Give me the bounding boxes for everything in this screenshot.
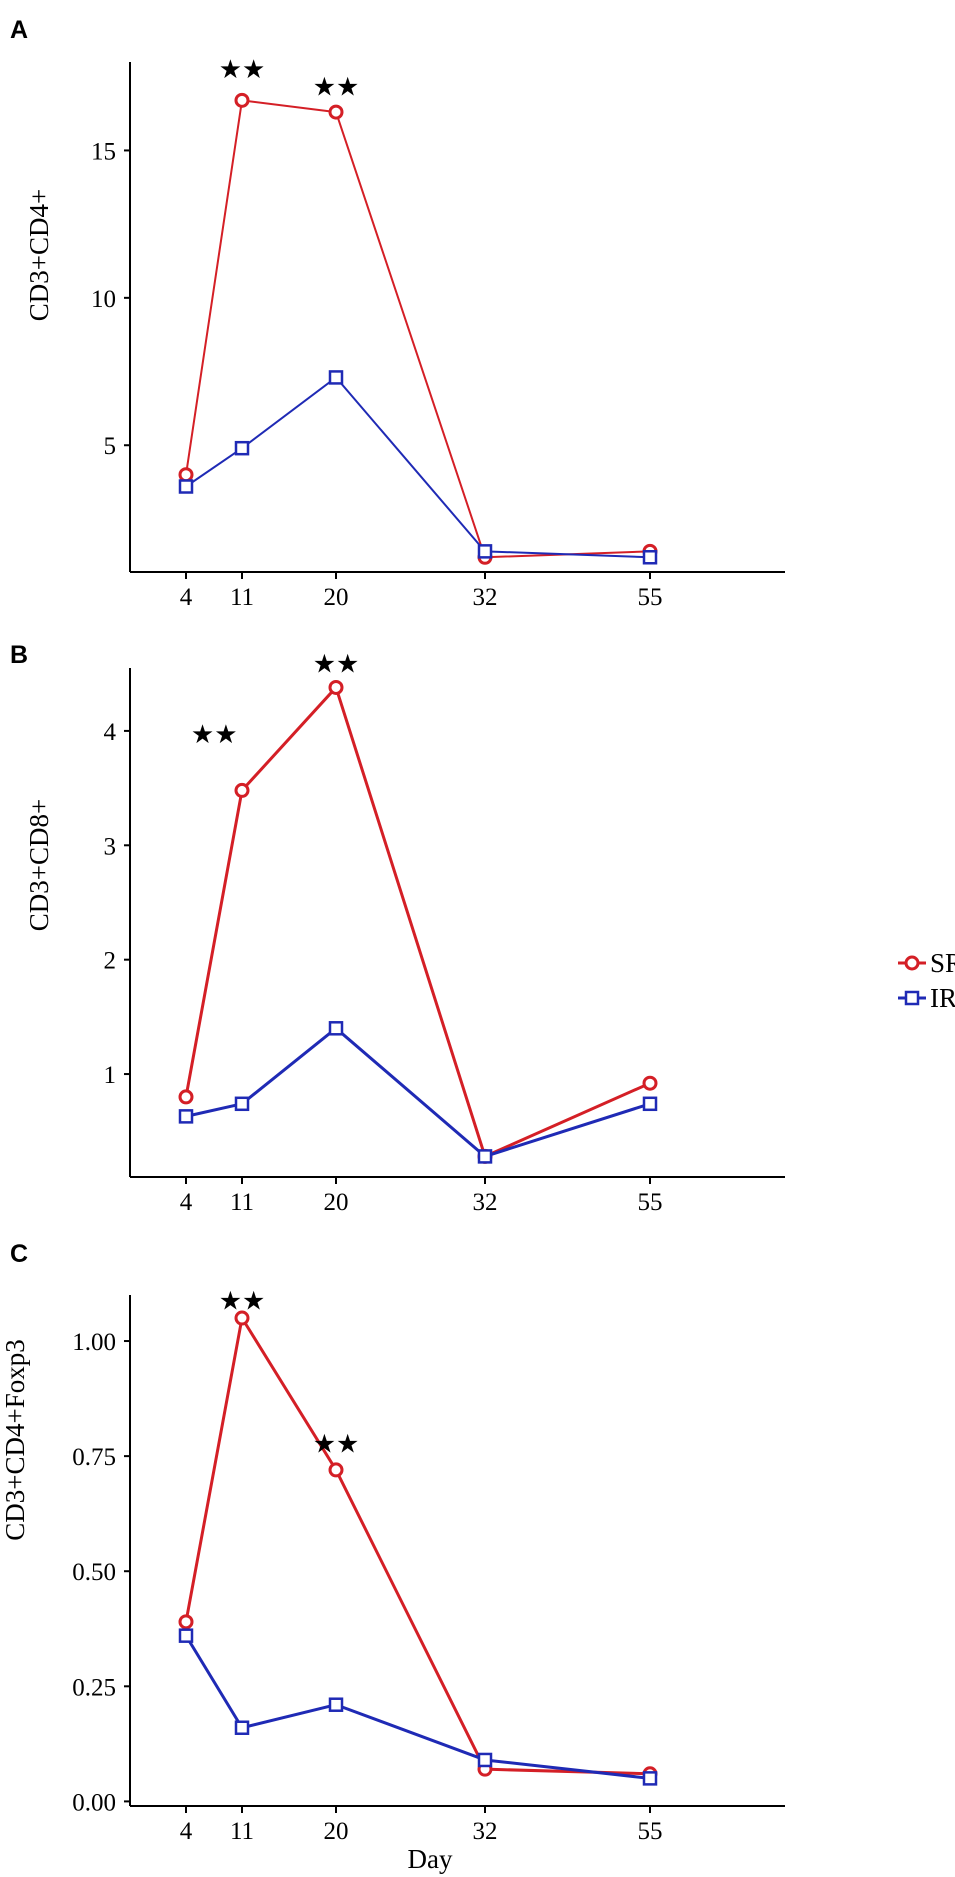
- x-tick-label: 32: [473, 1818, 498, 1845]
- x-tick-label: 20: [324, 584, 349, 611]
- x-tick-label: 11: [230, 1818, 254, 1845]
- y-tick-label: 4: [104, 719, 117, 746]
- data-point-ir: [642, 1771, 658, 1786]
- significance-marker: ★★: [219, 55, 266, 85]
- data-point-sr: [328, 679, 344, 695]
- x-tick-label: 11: [230, 584, 254, 611]
- data-point-sr: [328, 1462, 344, 1478]
- y-tick-label: 0.25: [72, 1674, 116, 1701]
- data-point-sr: [178, 467, 194, 483]
- data-point-ir: [178, 1109, 194, 1124]
- y-axis-title: CD3+CD8+: [24, 799, 54, 931]
- data-point-sr: [178, 1089, 194, 1105]
- data-point-sr: [642, 1075, 658, 1091]
- legend-marker-sr: [904, 955, 920, 971]
- y-tick-label: 1: [104, 1062, 117, 1089]
- x-tick-label: 32: [473, 1189, 498, 1216]
- panel-a: A 5 10 15 4 11 20 32 55 CD3+CD4+ ★★ ★★: [10, 16, 785, 611]
- data-point-ir: [234, 440, 250, 456]
- y-tick-label: 0.00: [72, 1789, 116, 1816]
- y-tick-label: 10: [91, 286, 116, 313]
- y-tick-label: 5: [104, 433, 117, 460]
- y-axis-title: CD3+CD4+Foxp3: [0, 1339, 30, 1541]
- data-point-sr: [178, 1614, 194, 1630]
- data-point-ir: [477, 1752, 493, 1768]
- data-point-ir: [642, 1096, 658, 1112]
- y-tick-label: 0.50: [72, 1559, 116, 1586]
- panel-c-letter: C: [10, 1240, 28, 1268]
- data-point-ir: [477, 544, 493, 559]
- legend-marker-ir: [904, 990, 920, 1006]
- y-tick-label: 1.00: [72, 1329, 116, 1356]
- data-point-ir: [234, 1720, 250, 1735]
- significance-marker: ★★: [313, 649, 360, 679]
- y-axis-title: CD3+CD4+: [24, 189, 54, 321]
- x-tick-label: 55: [638, 1189, 663, 1216]
- x-tick-label: 4: [180, 1189, 193, 1216]
- data-point-ir: [328, 370, 344, 385]
- significance-marker: ★★: [313, 1429, 360, 1459]
- series-line-ir: [185, 376, 651, 559]
- series-line-sr: [184, 685, 651, 1158]
- data-point-sr: [234, 782, 250, 798]
- significance-marker: ★★: [191, 720, 238, 750]
- data-point-ir: [642, 550, 658, 565]
- data-point-ir: [178, 479, 194, 494]
- x-axis-title: Day: [408, 1844, 453, 1874]
- x-tick-label: 20: [324, 1818, 349, 1845]
- series-line-ir: [184, 1634, 651, 1780]
- x-tick-label: 20: [324, 1189, 349, 1216]
- panel-a-letter: A: [10, 16, 28, 44]
- y-tick-label: 15: [91, 138, 116, 165]
- series-line-sr: [185, 99, 651, 559]
- panel-c: C 0.00 0.25 0.50 0.75 1.00 4 11 20 32 55 CD3+CD4+F…: [0, 1240, 785, 1874]
- x-tick-label: 55: [638, 584, 663, 611]
- y-tick-label: 2: [104, 948, 117, 975]
- x-tick-label: 11: [230, 1189, 254, 1216]
- legend-label-sr: SR: [930, 948, 955, 978]
- data-point-sr: [328, 104, 344, 120]
- x-tick-label: 32: [473, 584, 498, 611]
- x-tick-label: 55: [638, 1818, 663, 1845]
- panel-b-letter: B: [10, 641, 28, 669]
- data-point-ir: [477, 1149, 493, 1164]
- data-point-ir: [234, 1096, 250, 1112]
- significance-marker: ★★: [219, 1287, 266, 1317]
- data-point-ir: [328, 1021, 344, 1036]
- x-tick-label: 4: [180, 584, 193, 611]
- series-line-ir: [185, 1026, 651, 1158]
- significance-marker: ★★: [313, 73, 360, 103]
- data-point-sr: [234, 92, 250, 108]
- data-point-ir: [328, 1697, 344, 1712]
- data-point-ir: [178, 1628, 194, 1643]
- legend-label-ir: IR: [930, 983, 955, 1013]
- data-point-sr: [234, 1310, 250, 1326]
- legend: SR IR: [898, 948, 955, 1013]
- series-line-sr: [184, 1316, 651, 1776]
- y-tick-label: 0.75: [72, 1444, 116, 1471]
- x-tick-label: 4: [180, 1818, 193, 1845]
- panel-b: B 1 2 3 4 4 11 20 32 55 CD3+CD8+ ★★ ★★: [10, 641, 785, 1216]
- y-tick-label: 3: [104, 833, 117, 860]
